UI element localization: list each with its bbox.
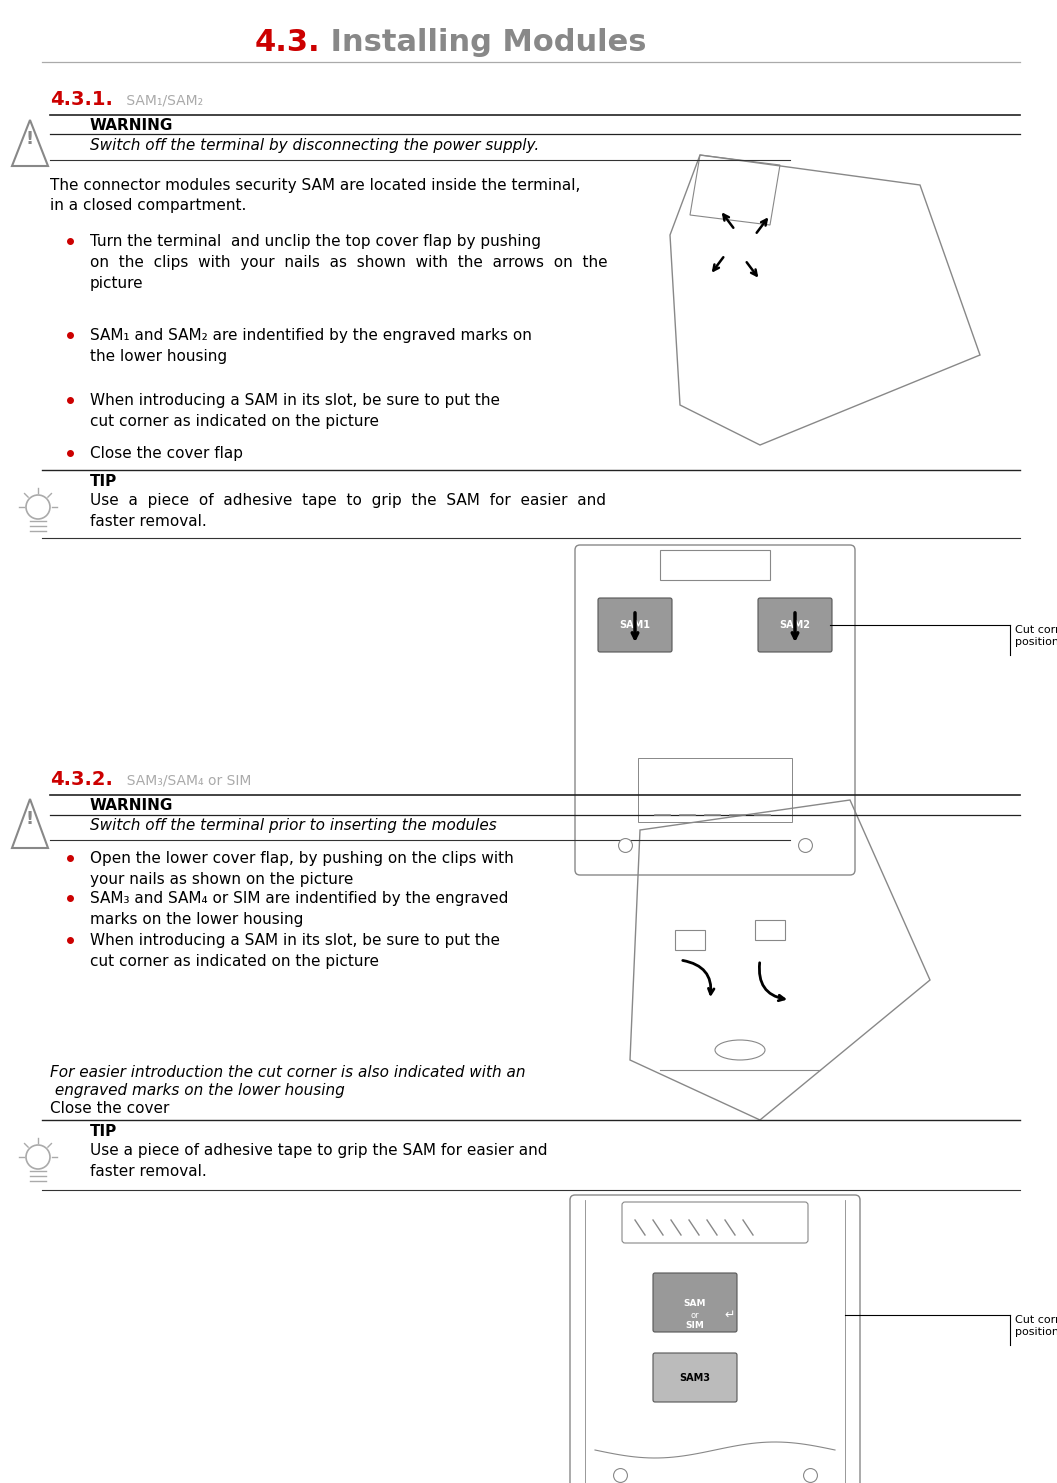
Text: Close the cover flap: Close the cover flap (90, 446, 243, 461)
Text: !: ! (26, 131, 34, 148)
Text: engraved marks on the lower housing: engraved marks on the lower housing (50, 1083, 345, 1097)
Text: SAM₃ and SAM₄ or SIM are indentified by the engraved
marks on the lower housing: SAM₃ and SAM₄ or SIM are indentified by … (90, 891, 508, 927)
Text: 4.3.2.: 4.3.2. (50, 770, 113, 789)
Text: SAM₃/SAM₄ or SIM: SAM₃/SAM₄ or SIM (118, 774, 252, 787)
Text: 4.3.1.: 4.3.1. (50, 90, 113, 108)
Text: Close the cover: Close the cover (50, 1100, 169, 1117)
Text: The connector modules security SAM are located inside the terminal,: The connector modules security SAM are l… (50, 178, 580, 193)
Text: Cut corner
position: Cut corner position (1015, 1315, 1057, 1336)
Text: TIP: TIP (90, 475, 117, 489)
Text: When introducing a SAM in its slot, be sure to put the
cut corner as indicated o: When introducing a SAM in its slot, be s… (90, 933, 500, 968)
Text: 4.3.: 4.3. (255, 28, 320, 56)
Text: Installing Modules: Installing Modules (320, 28, 647, 56)
Text: ↵: ↵ (725, 1308, 736, 1321)
Text: For easier introduction the cut corner is also indicated with an: For easier introduction the cut corner i… (50, 1065, 525, 1080)
FancyBboxPatch shape (598, 598, 672, 653)
FancyBboxPatch shape (653, 1352, 737, 1401)
Text: Cut corner
position: Cut corner position (1015, 624, 1057, 647)
Text: or: or (690, 1311, 700, 1320)
FancyBboxPatch shape (758, 598, 832, 653)
Text: Open the lower cover flap, by pushing on the clips with
your nails as shown on t: Open the lower cover flap, by pushing on… (90, 851, 514, 887)
Text: When introducing a SAM in its slot, be sure to put the
cut corner as indicated o: When introducing a SAM in its slot, be s… (90, 393, 500, 429)
Text: SAM: SAM (684, 1299, 706, 1308)
FancyBboxPatch shape (653, 1272, 737, 1332)
Text: SAM3: SAM3 (680, 1373, 710, 1384)
Text: WARNING: WARNING (90, 119, 173, 133)
Text: SAM₁/SAM₂: SAM₁/SAM₂ (122, 93, 203, 108)
Text: SAM1: SAM1 (619, 620, 650, 630)
Text: SAM2: SAM2 (779, 620, 811, 630)
Text: Turn the terminal  and unclip the top cover flap by pushing
on  the  clips  with: Turn the terminal and unclip the top cov… (90, 234, 608, 291)
Text: WARNING: WARNING (90, 798, 173, 813)
Text: !: ! (26, 811, 34, 829)
Text: Switch off the terminal prior to inserting the modules: Switch off the terminal prior to inserti… (90, 819, 497, 833)
Text: Use a piece of adhesive tape to grip the SAM for easier and
faster removal.: Use a piece of adhesive tape to grip the… (90, 1143, 548, 1179)
Text: SAM₁ and SAM₂ are indentified by the engraved marks on
the lower housing: SAM₁ and SAM₂ are indentified by the eng… (90, 328, 532, 363)
Text: Use  a  piece  of  adhesive  tape  to  grip  the  SAM  for  easier  and
faster r: Use a piece of adhesive tape to grip the… (90, 492, 606, 529)
Text: in a closed compartment.: in a closed compartment. (50, 199, 246, 214)
Text: SIM: SIM (686, 1320, 704, 1329)
Text: TIP: TIP (90, 1124, 117, 1139)
Text: Switch off the terminal by disconnecting the power supply.: Switch off the terminal by disconnecting… (90, 138, 539, 153)
